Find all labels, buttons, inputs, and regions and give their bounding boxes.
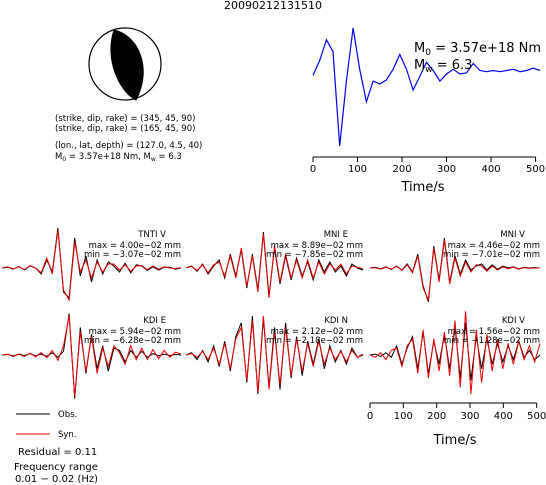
frequency-value: 0.01 − 0.02 (Hz) [15, 474, 98, 485]
synthetic-waveform [369, 239, 540, 302]
synthetic-waveform [185, 233, 364, 299]
station-min: min = −7.01e−02 mm [443, 250, 540, 260]
station-name: MNI E [324, 230, 348, 240]
legend-syn-label: Syn. [58, 430, 77, 440]
stf-tick-label-500: 500 [526, 164, 545, 175]
moment-magnitude-text: M0 = 3.57e+18 Nm, Mw = 6.3 [55, 152, 182, 163]
stf-tick-label-100: 100 [348, 164, 367, 175]
location-text: (lon., lat, depth) = (127.0, 4.5, 40) [55, 141, 202, 151]
station-max: max = 5.94e−02 mm [89, 327, 181, 337]
station-min: min = −7.85e−02 mm [266, 250, 363, 260]
observed-waveform [369, 322, 541, 381]
figure-title: 20090212131510 [224, 0, 322, 12]
stf-tick-label-0: 0 [310, 164, 316, 175]
station-max: max = 8.89e−02 mm [271, 241, 363, 251]
nodal-plane-2-text: (strike, dip, rake) = (165, 45, 90) [55, 124, 195, 134]
station-min: min = −1.28e−02 mm [443, 336, 540, 346]
beachball-compressional-quadrant [110, 29, 144, 101]
legend: Obs. Syn. [16, 410, 77, 440]
stf-xlabel: Time/s [401, 180, 445, 195]
stf-mw-label: Mw = 6.3 [414, 58, 472, 75]
station-name: KDI N [324, 316, 348, 326]
wave-tick-label-500: 500 [527, 411, 546, 422]
station-max: max = 2.12e−02 mm [271, 327, 363, 337]
station-min: min = −2.18e−02 mm [266, 336, 363, 346]
wave-tick-label-0: 0 [367, 411, 373, 422]
wave-tick-label-200: 200 [427, 411, 446, 422]
focal-mechanism-beachball [88, 27, 162, 101]
station-name: KDI V [502, 316, 525, 326]
nodal-plane-1-text: (strike, dip, rake) = (345, 45, 90) [55, 114, 195, 124]
station-min: min = −3.07e−02 mm [84, 250, 181, 260]
waveform-time-axis: 0 100 200 300 400 500 [367, 402, 546, 422]
frequency-label: Frequency range [14, 462, 98, 473]
synthetic-waveform [1, 315, 182, 397]
station-name: KDI E [143, 316, 166, 326]
station-max: max = 4.46e−02 mm [448, 241, 540, 251]
stf-tick-label-200: 200 [392, 164, 411, 175]
station-max: max = 1.56e−02 mm [448, 327, 540, 337]
station-name: MNI V [500, 230, 525, 240]
residual-text: Residual = 0.11 [18, 447, 97, 458]
wave-tick-label-300: 300 [460, 411, 479, 422]
legend-obs-label: Obs. [58, 410, 77, 420]
station-min: min = −6.28e−02 mm [84, 336, 181, 346]
station-name: TNTI V [137, 230, 166, 240]
synthetic-waveform [185, 315, 364, 392]
wave-tick-label-400: 400 [494, 411, 513, 422]
synthetic-waveform [1, 229, 182, 302]
synthetic-waveform [369, 311, 541, 395]
stf-tick-label-300: 300 [437, 164, 456, 175]
wave-tick-label-100: 100 [394, 411, 413, 422]
stf-panel: 0 100 200 300 400 500 M0 = 3.57e+18 Nm Mw = 6… [310, 27, 545, 195]
waveform-xlabel: Time/s [433, 433, 477, 448]
station-max: max = 4.00e−02 mm [89, 241, 181, 251]
stf-m0-label: M0 = 3.57e+18 Nm [414, 41, 541, 58]
focal-parameters: (strike, dip, rake) = (345, 45, 90) (str… [55, 114, 202, 163]
stf-axis: 0 100 200 300 400 500 [310, 156, 545, 175]
stf-series-line [312, 27, 541, 147]
stf-tick-label-400: 400 [481, 164, 500, 175]
